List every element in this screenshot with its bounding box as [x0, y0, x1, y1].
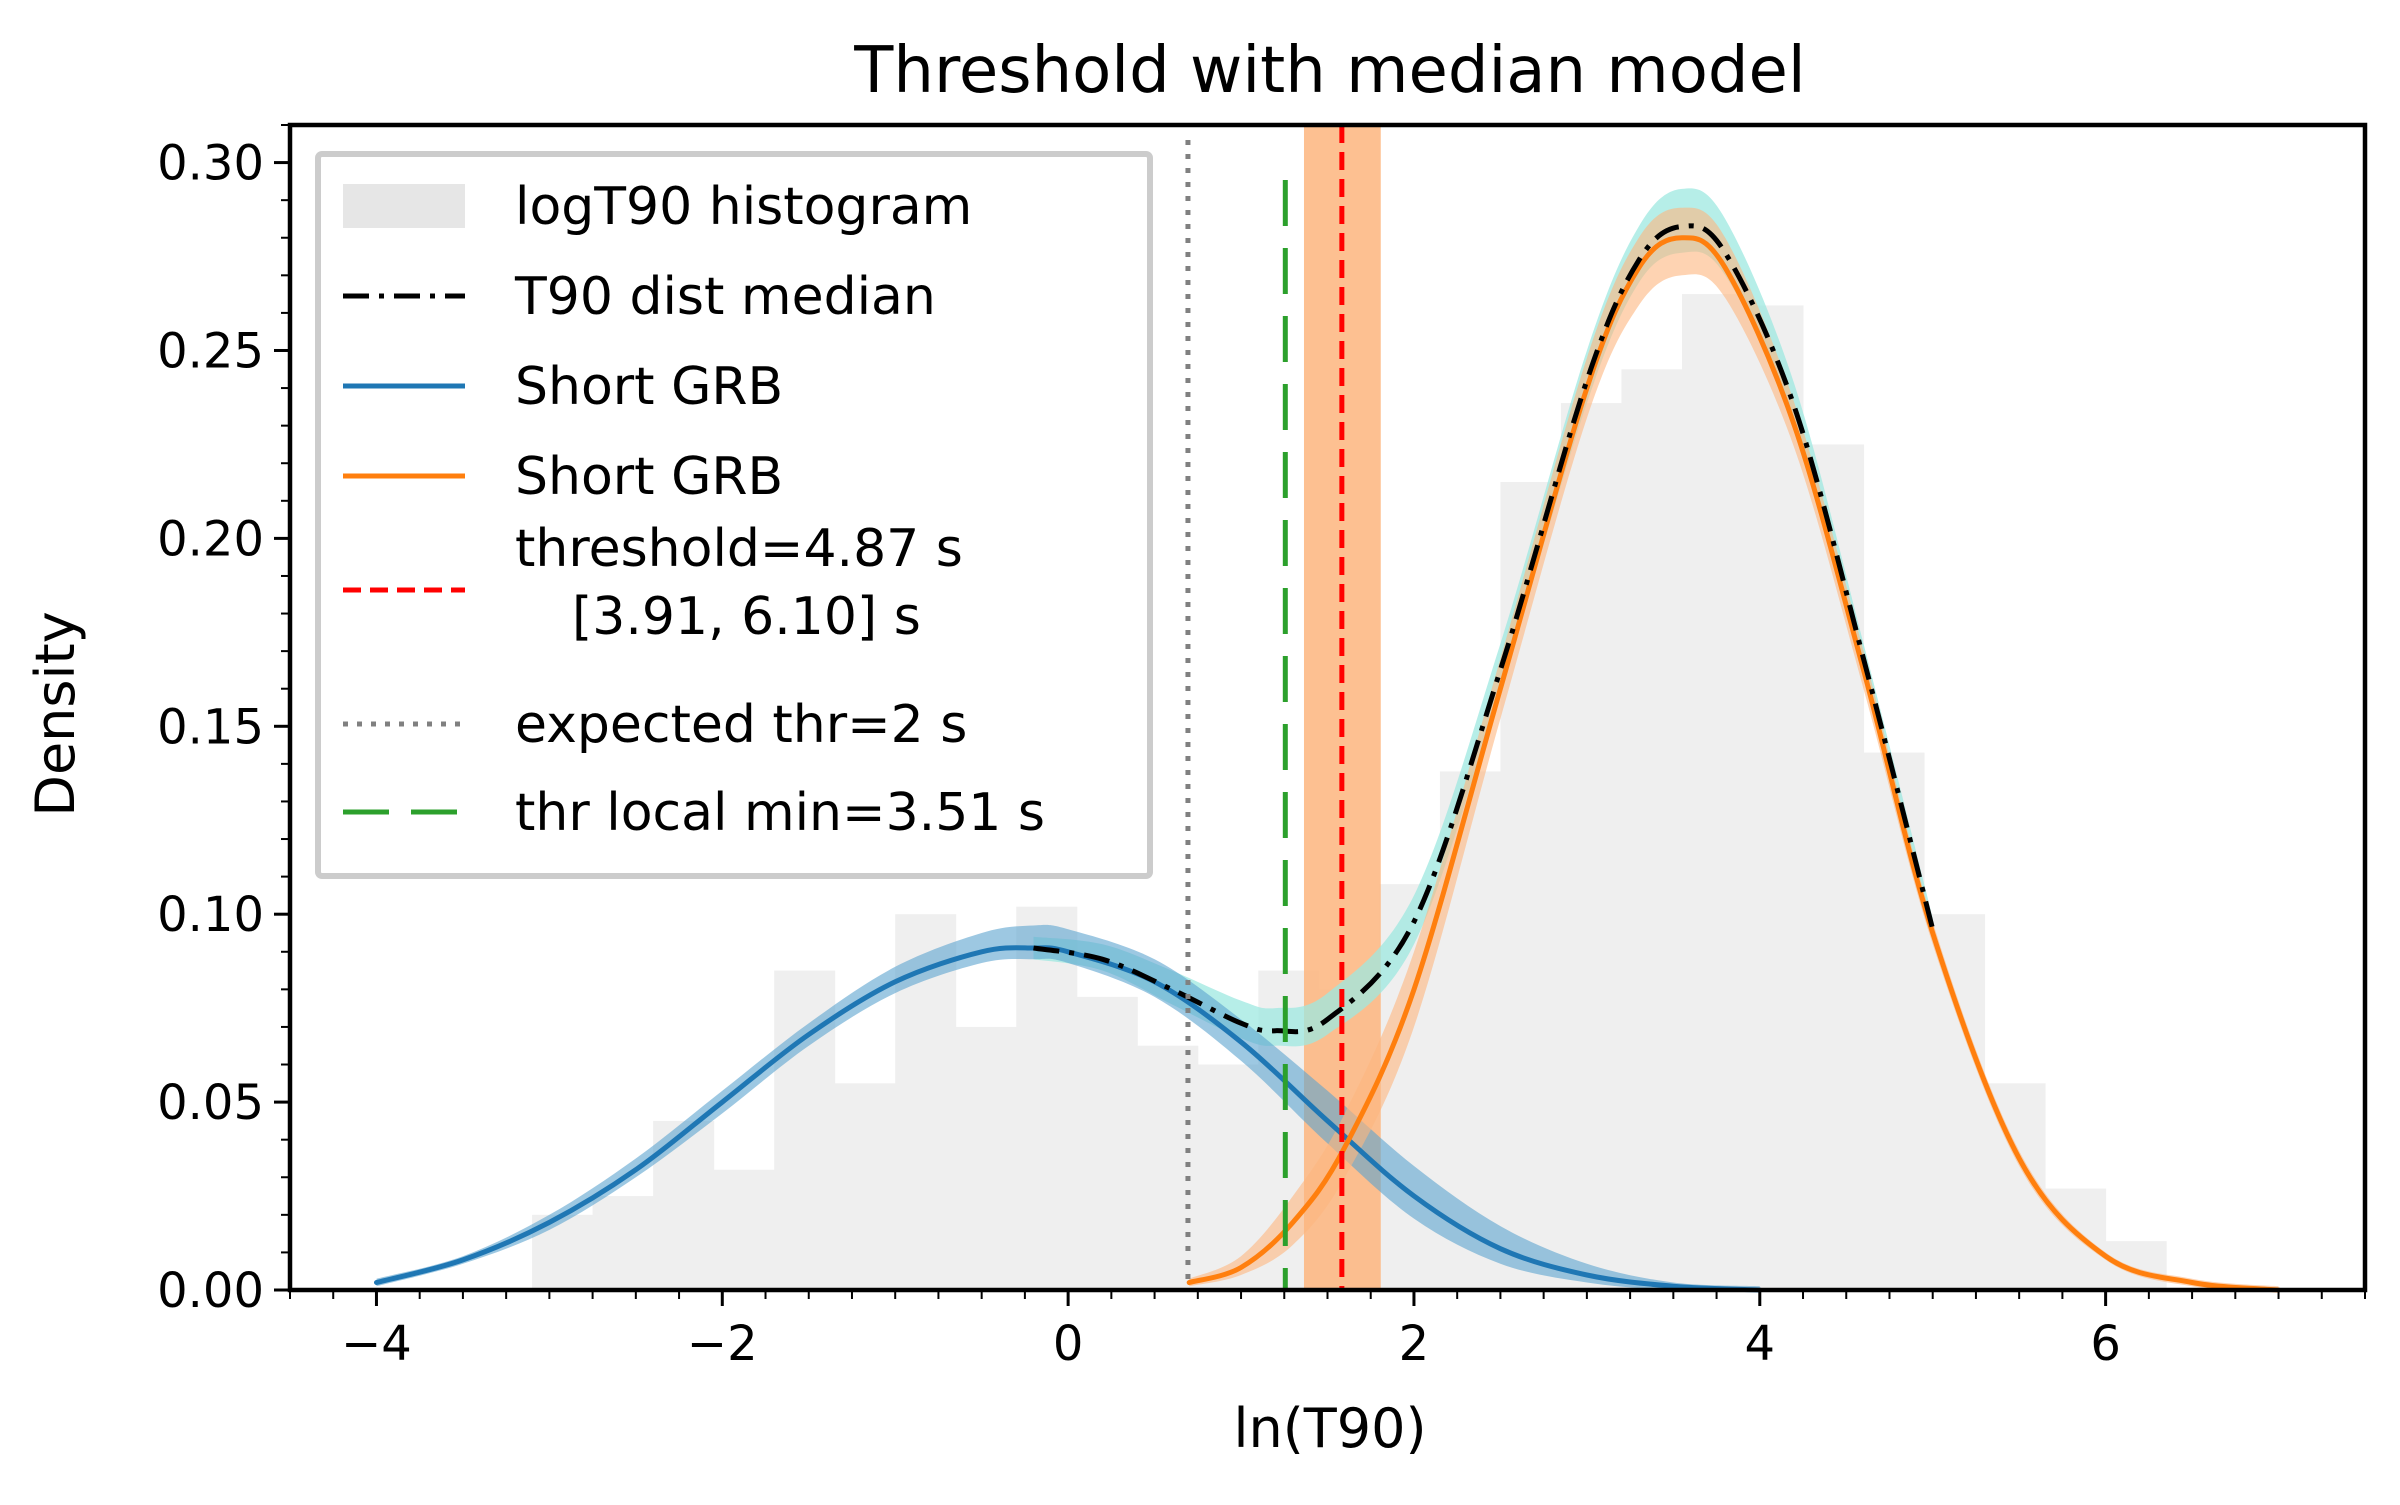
histogram-bar: [1863, 752, 1925, 1290]
histogram-bar: [1924, 914, 1986, 1290]
legend-label: Short GRB: [515, 447, 783, 507]
histogram-bar: [2045, 1188, 2107, 1290]
legend-box: [315, 151, 1153, 879]
legend-swatch-histogram: [343, 184, 465, 228]
legend-label-line2: [3.91, 6.10] s: [572, 587, 921, 647]
x-tick-label: 6: [2090, 1316, 2121, 1372]
short-grb-blue-band: [376, 924, 1760, 1291]
x-tick-label: −4: [341, 1316, 412, 1372]
histogram-bar: [1560, 403, 1622, 1290]
histogram-bar: [1742, 305, 1804, 1290]
y-tick-label: 0.30: [157, 136, 264, 192]
histogram-bar: [1803, 444, 1865, 1290]
histogram-bar: [1621, 369, 1683, 1291]
y-tick-label: 0.00: [157, 1263, 264, 1319]
histogram-bar: [592, 1196, 654, 1290]
legend-label: Short GRB: [515, 357, 783, 417]
histogram-bar: [713, 1169, 775, 1290]
plot-area: [374, 125, 2281, 1293]
x-axis-label: ln(T90): [1233, 1397, 1426, 1460]
legend-label: threshold=4.87 s: [515, 519, 963, 579]
legend-label: thr local min=3.51 s: [515, 783, 1045, 843]
x-tick-label: 2: [1399, 1316, 1430, 1372]
x-tick-label: 4: [1745, 1316, 1776, 1372]
histogram-bar: [955, 1026, 1017, 1290]
y-tick-label: 0.25: [157, 323, 264, 379]
short-grb-orange-curve: [1186, 235, 2281, 1293]
y-tick-label: 0.05: [157, 1075, 264, 1131]
legend-label: expected thr=2 s: [515, 695, 967, 755]
legend: logT90 histogram T90 dist median Short GRB…: [315, 151, 1153, 879]
histogram-bar: [834, 1083, 896, 1290]
histogram-bar: [1681, 294, 1743, 1290]
y-axis-label: Density: [24, 611, 87, 816]
median-curve: [1033, 223, 1936, 1035]
chart-title: Threshold with median model: [853, 34, 1805, 108]
legend-label: T90 dist median: [514, 267, 936, 327]
y-tick-label: 0.10: [157, 887, 264, 943]
histogram-bar: [1016, 906, 1078, 1290]
histogram-bar: [1076, 996, 1138, 1290]
y-tick-label: 0.20: [157, 511, 264, 567]
x-tick-label: −2: [687, 1316, 758, 1372]
x-tick-label: 0: [1053, 1316, 1084, 1372]
y-tick-label: 0.15: [157, 699, 264, 755]
legend-label: logT90 histogram: [515, 177, 972, 237]
axes: −4 −2 0 2 4 6 0.00 0.05 0.10 0.15 0.20 0.25 0.30: [157, 124, 2366, 1372]
